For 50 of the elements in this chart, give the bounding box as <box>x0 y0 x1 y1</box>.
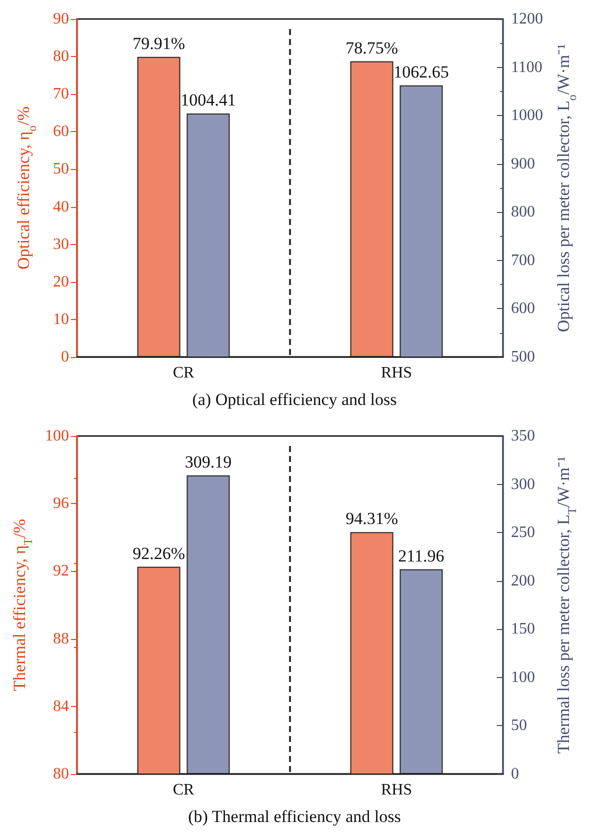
x-tick-label: CR <box>172 782 194 798</box>
y2-tick-label: 0 <box>511 766 519 782</box>
y-tick-label: 70 <box>53 86 69 103</box>
y2-tick-label: 200 <box>511 572 535 590</box>
y-tick-label: 30 <box>53 236 69 253</box>
y-tick-label: 10 <box>53 310 69 328</box>
y-tick-label: 60 <box>53 123 69 140</box>
y-axis-title: Optical efficiency, ηo/% <box>14 106 39 270</box>
text: (a) Optical efficiency and loss <box>192 390 397 409</box>
y2-tick-label: 250 <box>511 524 535 542</box>
y2-tick-label: 600 <box>511 300 535 318</box>
y-tick-label: 80 <box>53 48 69 66</box>
y2-axis-title: Optical loss per meter collector, Lo/W·m⁻¹ <box>554 44 579 332</box>
y2-tick-label: 150 <box>511 620 535 638</box>
x-tick-label: RHS <box>380 364 412 382</box>
x-tick-label: CR <box>172 364 194 382</box>
y-tick-label: 84 <box>53 698 69 715</box>
data-label: 92.26% <box>132 544 185 563</box>
y-tick-label: 88 <box>53 630 69 648</box>
y-tick-label: 80 <box>53 766 69 782</box>
y2-tick-label: 1000 <box>511 107 543 124</box>
y2-tick-label: 500 <box>511 348 535 366</box>
data-label: 1062.65 <box>394 62 449 82</box>
y2-tick-label: 900 <box>511 155 535 172</box>
data-label: 79.91% <box>132 34 185 53</box>
y2-tick-label: 700 <box>511 252 535 269</box>
y-tick-label: 90 <box>53 10 69 28</box>
y-tick-label: 96 <box>53 495 69 512</box>
y-tick-label: 20 <box>53 273 69 290</box>
y2-tick-label: 1200 <box>511 10 543 28</box>
y2-axis-title: Thermal loss per meter collector, LT/W·m⁻¹ <box>554 456 579 754</box>
x-tick-label: RHS <box>380 782 412 798</box>
y-axis-title: Thermal efficiency, ηT/% <box>10 519 36 691</box>
y-tick-label: 40 <box>53 198 69 216</box>
data-label: 94.31% <box>346 509 398 528</box>
y2-tick-label: 800 <box>511 204 535 221</box>
y-tick-label: 92 <box>53 562 69 580</box>
y2-tick-label: 100 <box>511 668 535 686</box>
y2-tick-label: 50 <box>511 717 527 734</box>
text: (b) Thermal efficiency and loss <box>188 807 401 826</box>
y2-tick-label: 1100 <box>511 58 542 76</box>
y-tick-label: 50 <box>53 160 69 178</box>
data-label: 309.19 <box>184 452 232 472</box>
data-label: 211.96 <box>398 546 444 566</box>
y2-tick-label: 300 <box>511 476 535 493</box>
data-label: 78.75% <box>346 38 398 58</box>
data-label: 1004.41 <box>180 90 236 110</box>
y-tick-label: 100 <box>45 428 69 444</box>
y2-tick-label: 350 <box>511 428 535 444</box>
y-tick-label: 0 <box>61 348 69 366</box>
